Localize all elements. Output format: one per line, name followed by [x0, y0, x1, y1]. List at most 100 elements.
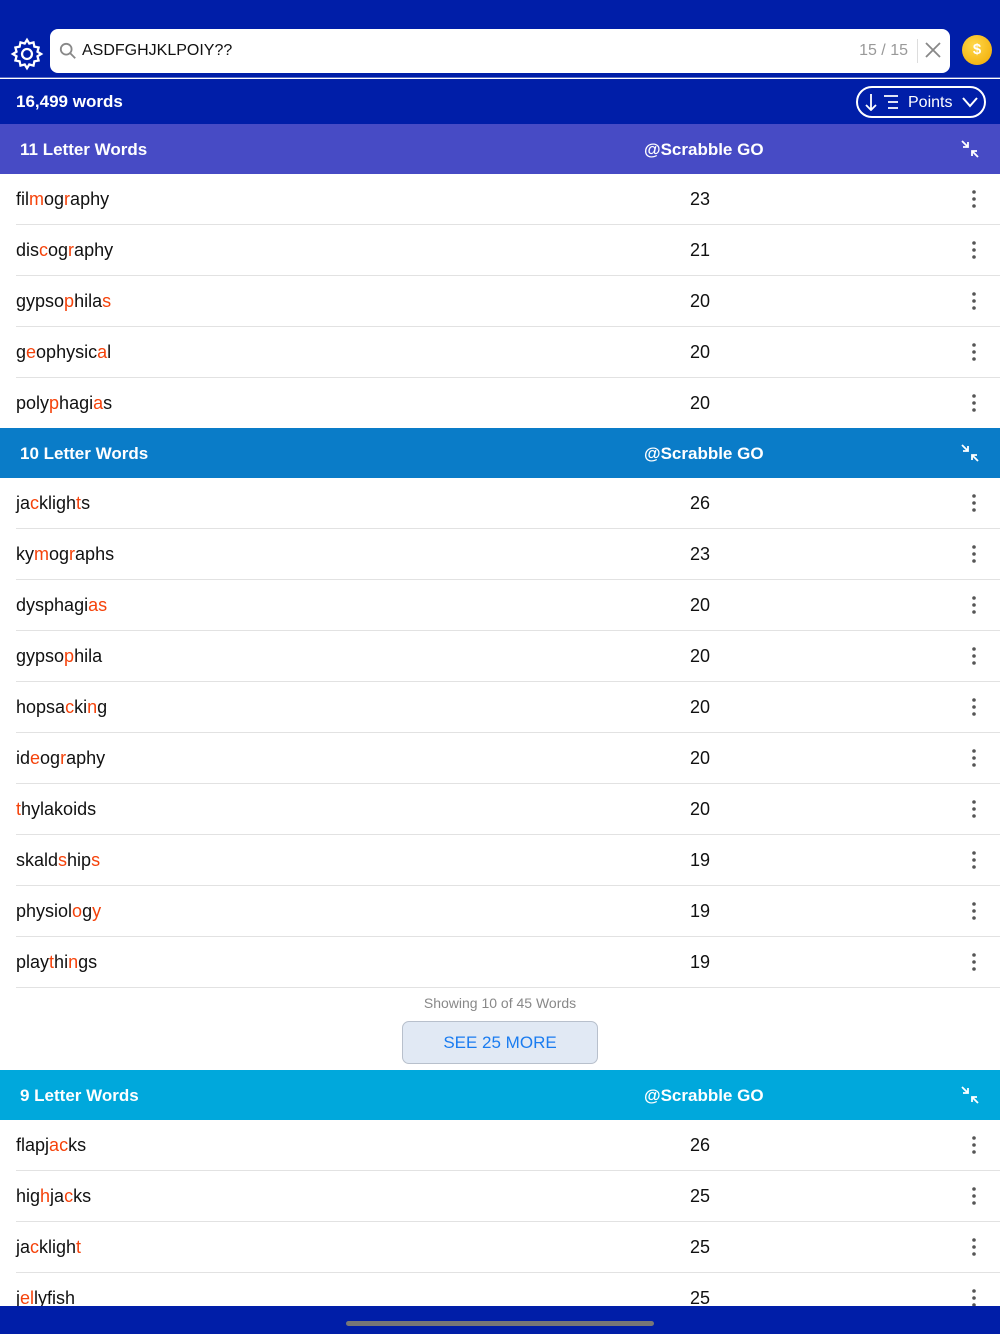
more-options-icon[interactable]	[964, 696, 984, 718]
word-row[interactable]: polyphagias 20	[0, 378, 1000, 429]
row-divider	[16, 783, 1000, 784]
letter: o	[26, 393, 37, 413]
word-row[interactable]: highjacks 25	[0, 1171, 1000, 1222]
collapse-icon[interactable]	[960, 139, 980, 159]
row-divider	[16, 1221, 1000, 1222]
letter: o	[36, 342, 47, 362]
collapse-icon[interactable]	[960, 1085, 980, 1105]
letter: o	[63, 799, 74, 819]
row-divider	[16, 1272, 1000, 1273]
letter: i	[83, 697, 88, 717]
word-row[interactable]: gypsophilas 20	[0, 276, 1000, 327]
points: 26	[689, 1135, 711, 1155]
wildcard-letter: l	[30, 1288, 35, 1308]
row-divider	[16, 732, 1000, 733]
gear-icon[interactable]	[10, 37, 44, 71]
word: gypsophila	[16, 646, 102, 667]
top-bar: ASDFGHJKLPOIY?? 15 / 15 $	[0, 0, 1000, 78]
word-row[interactable]: playthings 19	[0, 937, 1000, 988]
more-options-icon[interactable]	[964, 849, 984, 871]
more-options-icon[interactable]	[964, 341, 984, 363]
points: 25	[689, 1237, 711, 1257]
word-row[interactable]: jacklights 26	[0, 478, 1000, 529]
more-options-icon[interactable]	[964, 1185, 984, 1207]
letter: l	[26, 952, 31, 972]
letter: o	[49, 544, 60, 564]
more-options-icon[interactable]	[964, 594, 984, 616]
more-options-icon[interactable]	[964, 951, 984, 973]
points: 19	[689, 850, 711, 870]
word-row[interactable]: discography 21	[0, 225, 1000, 276]
letter: i	[77, 850, 82, 870]
match-count: 15 / 15	[859, 42, 908, 59]
word: kymographs	[16, 544, 114, 565]
more-options-icon[interactable]	[964, 645, 984, 667]
row-divider	[16, 987, 1000, 988]
word: jellyfish	[16, 1288, 75, 1309]
wildcard-letter: c	[65, 697, 75, 717]
more-options-icon[interactable]	[964, 188, 984, 210]
section-title: 9 Letter Words	[20, 1086, 139, 1105]
letter: p	[76, 748, 87, 768]
letter: d	[48, 850, 59, 870]
word-row[interactable]: kymographs 23	[0, 529, 1000, 580]
letter: g	[59, 544, 70, 564]
wildcard-letter: o	[72, 901, 83, 921]
word-row[interactable]: ideography 20	[0, 733, 1000, 784]
letter: y	[100, 189, 110, 209]
more-options-icon[interactable]	[964, 290, 984, 312]
word-row[interactable]: filmography 23	[0, 174, 1000, 225]
word-row[interactable]: geophysical 20	[0, 327, 1000, 378]
more-options-icon[interactable]	[964, 798, 984, 820]
clear-icon[interactable]	[924, 41, 942, 59]
letter: g	[50, 748, 61, 768]
more-options-icon[interactable]	[964, 747, 984, 769]
search-field[interactable]: ASDFGHJKLPOIY?? 15 / 15	[50, 29, 950, 73]
wildcard-letter: m	[34, 544, 49, 564]
points: 25	[689, 1186, 711, 1206]
word-row[interactable]: dysphagias 20	[0, 580, 1000, 631]
more-options-icon[interactable]	[964, 1236, 984, 1258]
letter: p	[35, 291, 46, 311]
see-more-button[interactable]: SEE 25 MORE	[402, 1021, 598, 1064]
word: geophysical	[16, 342, 111, 363]
more-options-icon[interactable]	[964, 239, 984, 261]
letter: p	[16, 901, 27, 921]
letter: i	[84, 291, 89, 311]
more-options-icon[interactable]	[964, 1134, 984, 1156]
word-row[interactable]: physiology 19	[0, 886, 1000, 937]
more-options-icon[interactable]	[964, 1287, 984, 1309]
word-row[interactable]: flapjacks 26	[0, 1120, 1000, 1171]
home-indicator[interactable]	[346, 1321, 654, 1326]
word-row[interactable]: jacklight 25	[0, 1222, 1000, 1273]
section-header: 9 Letter Words @Scrabble GO	[0, 1070, 1000, 1120]
more-options-icon[interactable]	[964, 492, 984, 514]
letter: s	[75, 342, 85, 362]
more-options-icon[interactable]	[964, 900, 984, 922]
letter: s	[46, 697, 56, 717]
letter: j	[16, 1288, 20, 1308]
letter: g	[54, 189, 65, 209]
word-row[interactable]: hopsacking 20	[0, 682, 1000, 733]
letter: d	[20, 748, 31, 768]
letter: h	[16, 1186, 27, 1206]
coin-icon[interactable]: $	[962, 35, 992, 65]
word-row[interactable]: gypsophila 20	[0, 631, 1000, 682]
wildcard-letter: e	[20, 1288, 31, 1308]
more-options-icon[interactable]	[964, 392, 984, 414]
points: 26	[689, 493, 711, 513]
letter: g	[16, 291, 27, 311]
more-options-icon[interactable]	[964, 543, 984, 565]
letter: g	[79, 393, 90, 413]
wildcard-letter: p	[49, 393, 60, 413]
word-row[interactable]: thylakoids 20	[0, 784, 1000, 835]
collapse-icon[interactable]	[960, 443, 980, 463]
sort-button[interactable]: Points	[856, 86, 986, 118]
letter: p	[46, 342, 57, 362]
letter: o	[58, 901, 69, 921]
letter: a	[75, 544, 86, 564]
letter: p	[85, 544, 96, 564]
letter: a	[34, 850, 45, 870]
word-row[interactable]: skaldships 19	[0, 835, 1000, 886]
search-input[interactable]: ASDFGHJKLPOIY??	[82, 42, 233, 59]
